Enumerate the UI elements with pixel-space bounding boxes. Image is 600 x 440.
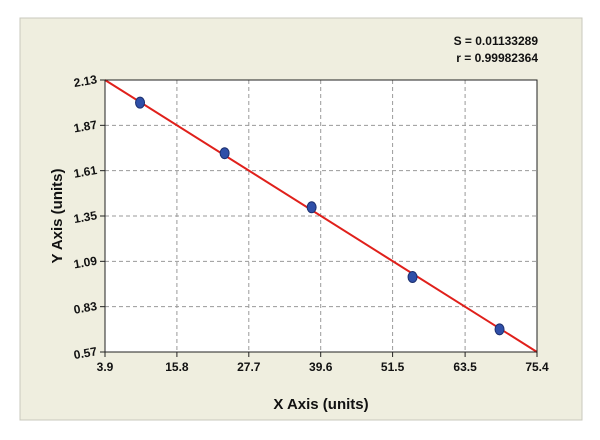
x-tick-label: 27.7: [237, 360, 261, 374]
x-tick-label: 51.5: [381, 360, 405, 374]
y-tick-label: 1.61: [73, 163, 99, 181]
y-tick-label: 2.13: [73, 72, 99, 90]
data-point: [306, 201, 317, 214]
y-tick-label: 1.09: [73, 254, 99, 272]
x-axis-title: X Axis (units): [273, 396, 368, 413]
data-point: [494, 323, 505, 336]
data-point: [135, 96, 146, 109]
annotation: S = 0.01133289: [454, 34, 539, 48]
plot-border: [104, 79, 538, 353]
marks: [104, 79, 538, 353]
annotation: r = 0.99982364: [456, 51, 538, 65]
x-tick-label: 15.8: [165, 360, 189, 374]
data-point: [407, 271, 418, 284]
y-tick-label: 1.35: [73, 208, 99, 226]
y-axis-title: Y Axis (units): [49, 168, 66, 263]
x-tick-label: 75.4: [525, 360, 549, 374]
y-tick-label: 1.87: [73, 118, 99, 136]
y-tick-label: 0.83: [73, 299, 99, 317]
x-tick-label: 63.5: [453, 360, 477, 374]
x-tick-label: 39.6: [309, 360, 333, 374]
data-point: [219, 147, 230, 160]
y-tick-label: 0.57: [73, 344, 99, 362]
fit-line: [104, 79, 538, 353]
x-tick-label: 3.9: [97, 360, 114, 374]
